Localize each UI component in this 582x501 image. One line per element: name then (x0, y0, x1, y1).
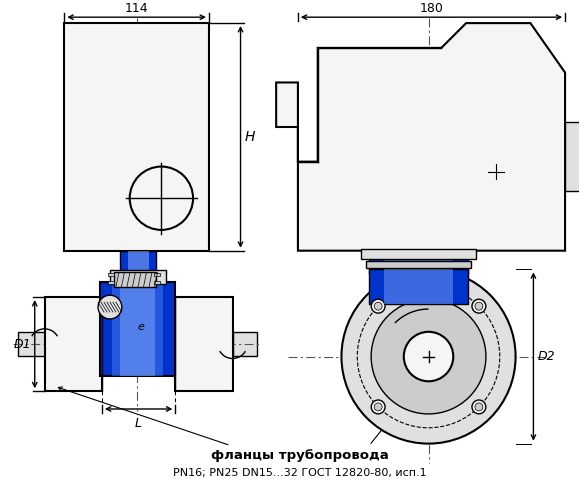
Bar (18, 332, 45, 356)
Circle shape (374, 302, 382, 310)
Text: 114: 114 (125, 2, 148, 15)
Bar (65, 23, 209, 250)
Text: e: e (137, 322, 144, 332)
Circle shape (371, 299, 486, 414)
Circle shape (472, 400, 486, 414)
Bar (45, 297, 102, 391)
Text: 45°: 45° (374, 310, 394, 320)
Circle shape (472, 299, 486, 313)
Bar (120, 283, 155, 376)
Circle shape (475, 403, 483, 411)
Bar (120, 250, 157, 273)
Bar (361, 248, 476, 259)
Bar (369, 250, 468, 275)
Circle shape (371, 400, 385, 414)
Circle shape (374, 403, 382, 411)
Text: PN16; PN25 DN15...32 ГОСТ 12820-80, исп.1: PN16; PN25 DN15...32 ГОСТ 12820-80, исп.… (173, 468, 427, 478)
Text: D1: D1 (13, 338, 31, 351)
Circle shape (342, 270, 516, 443)
Bar (127, 250, 148, 273)
Bar (389, 307, 468, 406)
Bar (108, 282, 114, 284)
Bar (233, 332, 257, 356)
Polygon shape (100, 283, 175, 376)
Circle shape (371, 299, 385, 313)
Text: DN: DN (434, 393, 450, 403)
Bar (384, 250, 453, 275)
Circle shape (404, 332, 453, 381)
Bar (366, 261, 471, 269)
Bar (384, 270, 453, 304)
Bar (112, 283, 164, 376)
Bar (108, 274, 114, 277)
Bar (110, 271, 166, 284)
Text: H: H (244, 130, 255, 144)
Bar (404, 307, 453, 406)
Text: L: L (135, 417, 142, 430)
Bar (369, 270, 468, 304)
Text: фланцы трубопровода: фланцы трубопровода (211, 449, 389, 462)
Text: 180: 180 (420, 2, 443, 15)
Bar (154, 282, 161, 284)
Bar (114, 273, 157, 287)
Circle shape (475, 302, 483, 310)
Polygon shape (276, 23, 565, 250)
Bar (154, 274, 161, 277)
Bar (565, 122, 580, 191)
Text: 4отв. d: 4отв. d (387, 297, 425, 307)
Text: D2: D2 (537, 350, 555, 363)
Bar (175, 297, 233, 391)
Circle shape (98, 295, 122, 319)
Circle shape (130, 166, 193, 230)
